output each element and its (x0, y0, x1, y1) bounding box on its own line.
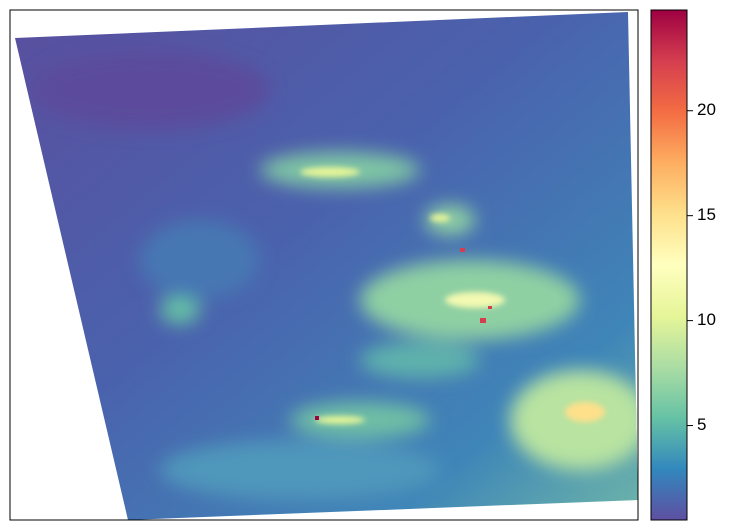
tick-label: 20 (697, 100, 716, 119)
tick-label: 10 (697, 310, 716, 329)
colorbar: 5 10 15 20 (650, 9, 716, 521)
map-frame (9, 9, 639, 521)
tick-label: 15 (697, 205, 716, 224)
tick-label: 5 (697, 415, 706, 434)
raster (15, 12, 638, 520)
colorbar-fill (650, 9, 688, 521)
